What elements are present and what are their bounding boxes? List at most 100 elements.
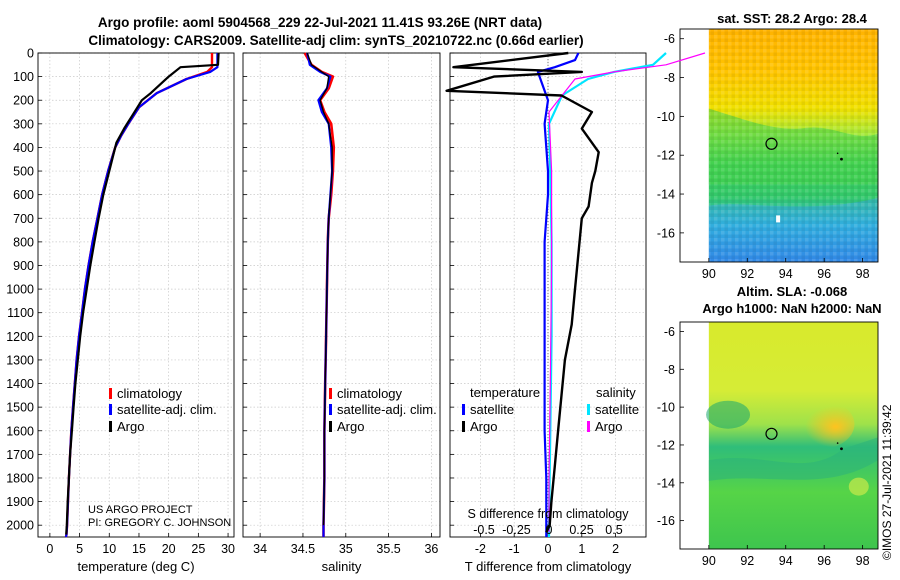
title-line-2: Climatology: CARS2009. Satellite-adj cli… — [88, 33, 583, 48]
sal-legend-satellite-label: satellite-adj. clim. — [337, 402, 437, 417]
depth-tick-label: 600 — [13, 188, 34, 202]
sla-trough — [708, 437, 878, 481]
temp-argo-line — [65, 52, 220, 535]
sst_map-xtick-label: 94 — [779, 267, 793, 281]
sla_map-xtick-label: 92 — [740, 554, 754, 568]
depth-tick-label: 2000 — [6, 519, 34, 533]
sst_map-profile-marker — [765, 137, 778, 150]
salinity-xlabel: salinity — [322, 559, 362, 574]
sla_map-ytick-label: -12 — [657, 438, 675, 452]
depth-tick-label: 1300 — [6, 353, 34, 367]
temp-legend-satellite-label: satellite-adj. clim. — [117, 402, 217, 417]
depth-tick-label: 500 — [13, 165, 34, 179]
sla_map-ytick-label: -6 — [664, 325, 675, 339]
sla_map-ytick-label: -14 — [657, 476, 675, 490]
title-line-1: Argo profile: aoml 5904568_229 22-Jul-20… — [98, 15, 542, 30]
salinity-xtick-label: 35 — [339, 542, 353, 556]
sst_map-ytick-label: -6 — [664, 32, 675, 46]
temperature-xtick-label: 0 — [46, 542, 53, 556]
diff-t-argo-line — [445, 51, 600, 533]
temp-legend-climatology-swatch — [109, 388, 112, 399]
salinity-xtick-label: 34 — [253, 542, 267, 556]
sst_map-xtick-label: 96 — [817, 267, 831, 281]
depth-tick-label: 1100 — [7, 306, 34, 320]
depth-tick-label: 1400 — [6, 377, 34, 391]
diff-legend-s-title: salinity — [596, 385, 636, 400]
temperature-xtick-label: 5 — [76, 542, 83, 556]
sst_map-xtick-label: 98 — [856, 267, 870, 281]
sst_map-xtick-label: 92 — [740, 267, 754, 281]
sla_map-ytick-label: -16 — [657, 514, 675, 528]
credit-line-2: PI: GREGORY C. JOHNSON — [88, 517, 231, 529]
temperature-xtick-label: 25 — [191, 542, 205, 556]
temp-legend-argo-label: Argo — [117, 419, 144, 434]
depth-tick-label: 1700 — [6, 448, 34, 462]
diff-legend-s-satellite-label: satellite — [595, 402, 639, 417]
diff-legend-s-satellite-swatch — [587, 404, 590, 415]
diff-legend-t-satellite-label: satellite — [470, 402, 514, 417]
sst_map-ytick-label: -14 — [657, 188, 675, 202]
depth-tick-label: 800 — [13, 235, 34, 249]
depth-tick-label: 0 — [27, 47, 34, 61]
temperature-frame — [37, 52, 235, 538]
sst_map-float-track-2 — [836, 152, 839, 155]
sst-map-title: sat. SST: 28.2 Argo: 28.4 — [717, 11, 868, 26]
sla_map-xtick-label: 98 — [856, 554, 870, 568]
sla_map-xtick-label: 94 — [779, 554, 793, 568]
sal-legend-argo-label: Argo — [337, 419, 364, 434]
credit-line-1: US ARGO PROJECT — [88, 504, 193, 516]
sst_map-xtick-label: 90 — [702, 267, 716, 281]
sal-legend-satellite-swatch — [329, 404, 332, 415]
temperature-xtick-label: 20 — [162, 542, 176, 556]
sst_map-frame — [679, 28, 879, 263]
sla_map-xtick-label: 96 — [817, 554, 831, 568]
sal-legend-climatology-swatch — [329, 388, 332, 399]
sst-missing-pixel — [776, 215, 781, 223]
salinity-plot-area — [243, 53, 440, 537]
depth-tick-label: 1200 — [6, 330, 34, 344]
depth-tick-label: 700 — [13, 212, 34, 226]
diff-s-tick-label: 0.25 — [569, 523, 593, 537]
temp-legend-satellite-swatch — [109, 404, 112, 415]
diff-s-tick-label: -0.5 — [473, 523, 495, 537]
sla_map-float-track-2 — [836, 442, 839, 444]
diff-s-tick-label: -0.25 — [502, 523, 531, 537]
difference-xtick-label: -1 — [509, 542, 520, 556]
difference-xtick-label: 0 — [545, 542, 552, 556]
salinity-frame — [242, 52, 441, 538]
sla_map-ytick-label: -10 — [657, 401, 675, 415]
sla-patch — [848, 477, 869, 496]
sla-high-anomaly — [778, 398, 855, 451]
difference-xtick-label: 2 — [612, 542, 619, 556]
diff-legend-t-argo-swatch — [462, 421, 465, 432]
diff-s-argo-line — [548, 52, 706, 533]
sst_map-ytick-label: -12 — [657, 149, 675, 163]
temp-legend-climatology-label: climatology — [117, 386, 183, 401]
diff-s-tick-label: 0.5 — [605, 523, 622, 537]
depth-tick-label: 1500 — [6, 401, 34, 415]
difference-xtick-label: 1 — [578, 542, 585, 556]
diff-s-axis-label: S difference from climatology — [468, 507, 630, 521]
temp-legend-argo-swatch — [109, 421, 112, 432]
sla-map-title-1: Altim. SLA: -0.068 — [737, 284, 848, 299]
depth-tick-label: 100 — [13, 70, 34, 84]
diff-legend-t-argo-label: Argo — [470, 419, 497, 434]
sst_map-ytick-label: -16 — [657, 226, 675, 240]
sla_map-xtick-label: 90 — [702, 554, 716, 568]
temperature-xtick-label: 10 — [102, 542, 116, 556]
depth-tick-label: 1600 — [6, 424, 34, 438]
sla_map-profile-marker — [765, 427, 778, 440]
depth-tick-label: 1000 — [6, 283, 34, 297]
diff-s-tick-label: 0 — [546, 523, 553, 537]
sal-argo-line — [306, 52, 333, 526]
diff-legend-t-title: temperature — [470, 385, 540, 400]
sst-pixel-texture — [708, 29, 878, 262]
difference-xlabel: T difference from climatology — [465, 559, 632, 574]
sla_map-frame — [679, 321, 879, 550]
depth-tick-label: 1900 — [6, 495, 34, 509]
sla-low-anomaly — [706, 400, 751, 429]
sal-legend-argo-swatch — [329, 421, 332, 432]
salinity-xtick-label: 34.5 — [291, 542, 315, 556]
temperature-xlabel: temperature (deg C) — [77, 559, 194, 574]
sst_map-ytick-label: -10 — [657, 110, 675, 124]
